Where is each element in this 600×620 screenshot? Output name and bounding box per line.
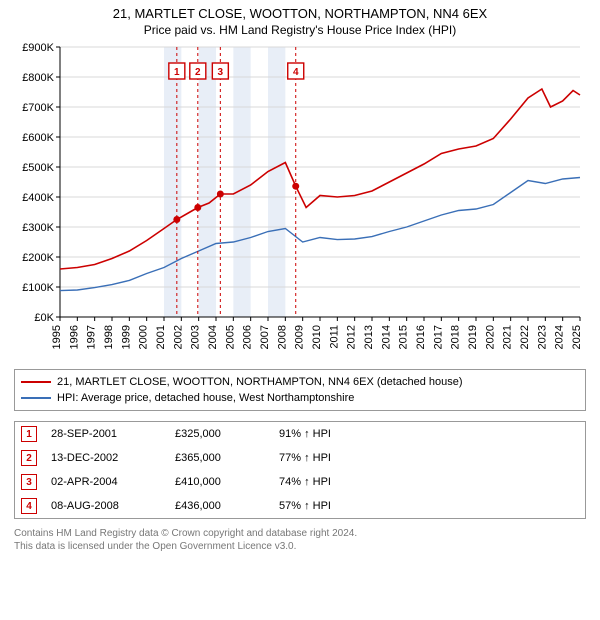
svg-text:2009: 2009 (294, 325, 306, 349)
transaction-date: 13-DEC-2002 (51, 452, 161, 464)
transaction-price: £365,000 (175, 452, 265, 464)
transaction-date: 28-SEP-2001 (51, 428, 161, 440)
svg-text:2025: 2025 (571, 325, 583, 349)
svg-text:2018: 2018 (450, 325, 462, 349)
transaction-hpi: 74% ↑ HPI (279, 476, 379, 488)
svg-text:2021: 2021 (502, 325, 514, 349)
svg-text:2012: 2012 (346, 325, 358, 349)
legend: 21, MARTLET CLOSE, WOOTTON, NORTHAMPTON,… (14, 369, 586, 411)
footer-line-1: Contains HM Land Registry data © Crown c… (14, 527, 586, 540)
legend-item: 21, MARTLET CLOSE, WOOTTON, NORTHAMPTON,… (21, 374, 579, 390)
svg-text:£700K: £700K (22, 102, 54, 114)
svg-text:2013: 2013 (363, 325, 375, 349)
footer-line-2: This data is licensed under the Open Gov… (14, 540, 586, 553)
svg-text:2017: 2017 (432, 325, 444, 349)
transaction-hpi: 57% ↑ HPI (279, 500, 379, 512)
svg-text:£100K: £100K (22, 282, 54, 294)
svg-text:2005: 2005 (224, 325, 236, 349)
svg-text:2: 2 (195, 67, 201, 78)
transaction-row: 4 08-AUG-2008 £436,000 57% ↑ HPI (15, 494, 585, 518)
transaction-marker: 1 (21, 426, 37, 442)
svg-text:2011: 2011 (328, 325, 340, 349)
svg-text:£200K: £200K (22, 252, 54, 264)
svg-text:2002: 2002 (172, 325, 184, 349)
legend-label: HPI: Average price, detached house, West… (57, 390, 354, 406)
title-line-1: 21, MARTLET CLOSE, WOOTTON, NORTHAMPTON,… (0, 6, 600, 21)
svg-text:2020: 2020 (484, 325, 496, 349)
svg-text:2008: 2008 (276, 325, 288, 349)
chart-titles: 21, MARTLET CLOSE, WOOTTON, NORTHAMPTON,… (0, 0, 600, 37)
svg-text:2001: 2001 (155, 325, 167, 349)
svg-text:4: 4 (293, 67, 299, 78)
svg-text:2022: 2022 (519, 325, 531, 349)
svg-text:2004: 2004 (207, 325, 219, 349)
svg-text:1999: 1999 (120, 325, 132, 349)
footer: Contains HM Land Registry data © Crown c… (14, 527, 586, 553)
title-line-2: Price paid vs. HM Land Registry's House … (0, 23, 600, 37)
svg-text:2000: 2000 (138, 325, 150, 349)
svg-text:2007: 2007 (259, 325, 271, 349)
transaction-marker: 3 (21, 474, 37, 490)
transaction-row: 2 13-DEC-2002 £365,000 77% ↑ HPI (15, 446, 585, 470)
svg-text:£900K: £900K (22, 43, 54, 54)
svg-text:2003: 2003 (190, 325, 202, 349)
chart-area: £0K £100K £200K £300K £400K £500K £600K £700K £8… (14, 43, 586, 359)
transaction-marker: 2 (21, 450, 37, 466)
svg-text:2019: 2019 (467, 325, 479, 349)
legend-swatch (21, 381, 51, 383)
svg-text:2023: 2023 (536, 325, 548, 349)
svg-text:£300K: £300K (22, 222, 54, 234)
svg-text:3: 3 (218, 67, 224, 78)
svg-text:1: 1 (174, 67, 180, 78)
svg-text:1998: 1998 (103, 325, 115, 349)
transaction-marker: 4 (21, 498, 37, 514)
svg-text:£400K: £400K (22, 192, 54, 204)
svg-text:1995: 1995 (51, 325, 63, 349)
transaction-row: 1 28-SEP-2001 £325,000 91% ↑ HPI (15, 422, 585, 446)
chart-svg: £0K £100K £200K £300K £400K £500K £600K £700K £8… (14, 43, 586, 359)
transaction-date: 02-APR-2004 (51, 476, 161, 488)
svg-text:£500K: £500K (22, 162, 54, 174)
svg-text:1996: 1996 (68, 325, 80, 349)
svg-text:2024: 2024 (554, 325, 566, 349)
legend-item: HPI: Average price, detached house, West… (21, 390, 579, 406)
transaction-hpi: 77% ↑ HPI (279, 452, 379, 464)
svg-text:2015: 2015 (398, 325, 410, 349)
transaction-date: 08-AUG-2008 (51, 500, 161, 512)
svg-text:1997: 1997 (86, 325, 98, 349)
svg-text:£0K: £0K (34, 312, 54, 324)
transaction-price: £325,000 (175, 428, 265, 440)
transaction-price: £410,000 (175, 476, 265, 488)
svg-text:£600K: £600K (22, 132, 54, 144)
svg-text:2006: 2006 (242, 325, 254, 349)
transactions-table: 1 28-SEP-2001 £325,000 91% ↑ HPI 2 13-DEC-200… (14, 421, 586, 519)
svg-text:2016: 2016 (415, 325, 427, 349)
svg-text:2010: 2010 (311, 325, 323, 349)
svg-text:2014: 2014 (380, 325, 392, 349)
transaction-hpi: 91% ↑ HPI (279, 428, 379, 440)
legend-label: 21, MARTLET CLOSE, WOOTTON, NORTHAMPTON,… (57, 374, 463, 390)
transaction-row: 3 02-APR-2004 £410,000 74% ↑ HPI (15, 470, 585, 494)
svg-text:£800K: £800K (22, 72, 54, 84)
transaction-price: £436,000 (175, 500, 265, 512)
legend-swatch (21, 397, 51, 399)
